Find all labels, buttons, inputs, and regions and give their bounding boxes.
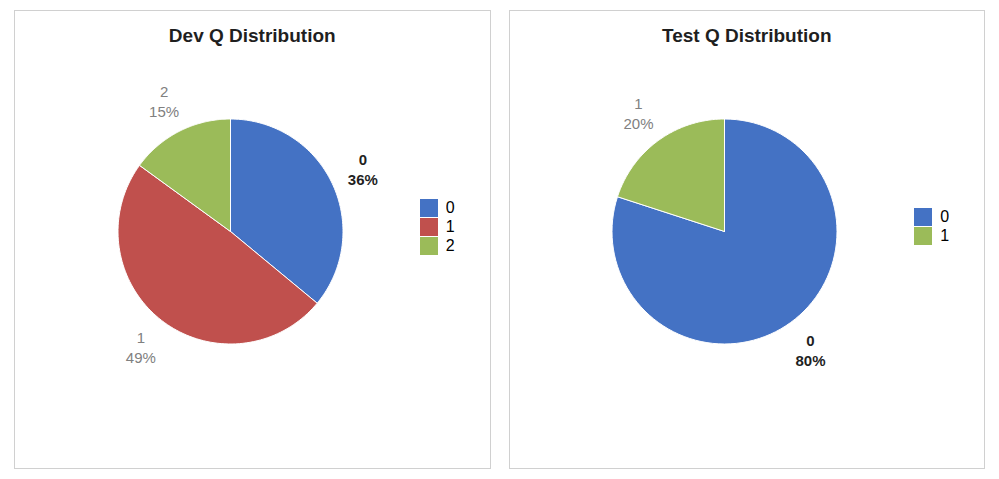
- svg-text:36%: 36%: [348, 171, 378, 188]
- html-text:0: 0: [940, 208, 950, 225]
- svg-text:49%: 49%: [126, 349, 156, 366]
- html-text:0: 0: [445, 198, 455, 216]
- svg-text:1: 1: [635, 95, 643, 112]
- html-text:1: 1: [940, 227, 950, 244]
- svg-text:2: 2: [160, 83, 168, 100]
- svg-text:15%: 15%: [149, 103, 179, 120]
- html-text:2: 2: [445, 236, 455, 254]
- html-text:Dev Q Distribution: Dev Q Distribution: [168, 25, 336, 46]
- html-text:Test Q Distribution: Test Q Distribution: [662, 25, 832, 46]
- svg-text:1: 1: [136, 329, 144, 346]
- svg-text:80%: 80%: [796, 352, 826, 369]
- svg-text:0: 0: [807, 332, 815, 349]
- html-text:1: 1: [445, 217, 455, 235]
- svg-text:0: 0: [358, 151, 366, 168]
- svg-text:20%: 20%: [624, 115, 654, 132]
